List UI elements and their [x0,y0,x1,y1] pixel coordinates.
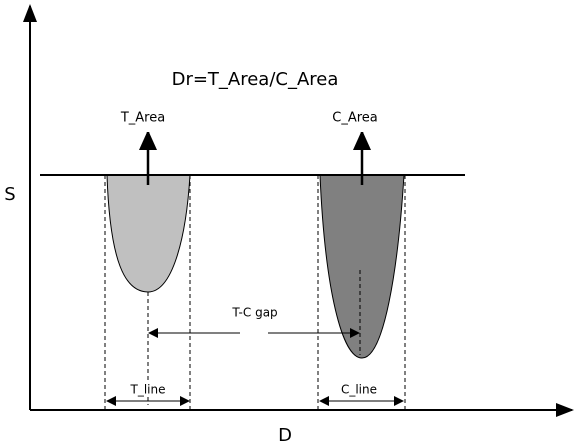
t-peak [106,174,191,293]
gap-label: T-C gap [231,306,277,320]
y-axis-label: S [4,184,15,205]
label-bg [125,382,171,396]
c-line-label: C_line [341,383,377,397]
c-peak [319,174,405,359]
x-axis-label: D [278,425,292,446]
t-line-label: T_line [130,383,166,397]
label-bg [335,382,383,396]
t-area-label: T_Area [120,111,165,126]
formula: Dr=T_Area/C_Area [172,69,339,90]
c-area-label: C_Area [332,111,378,126]
